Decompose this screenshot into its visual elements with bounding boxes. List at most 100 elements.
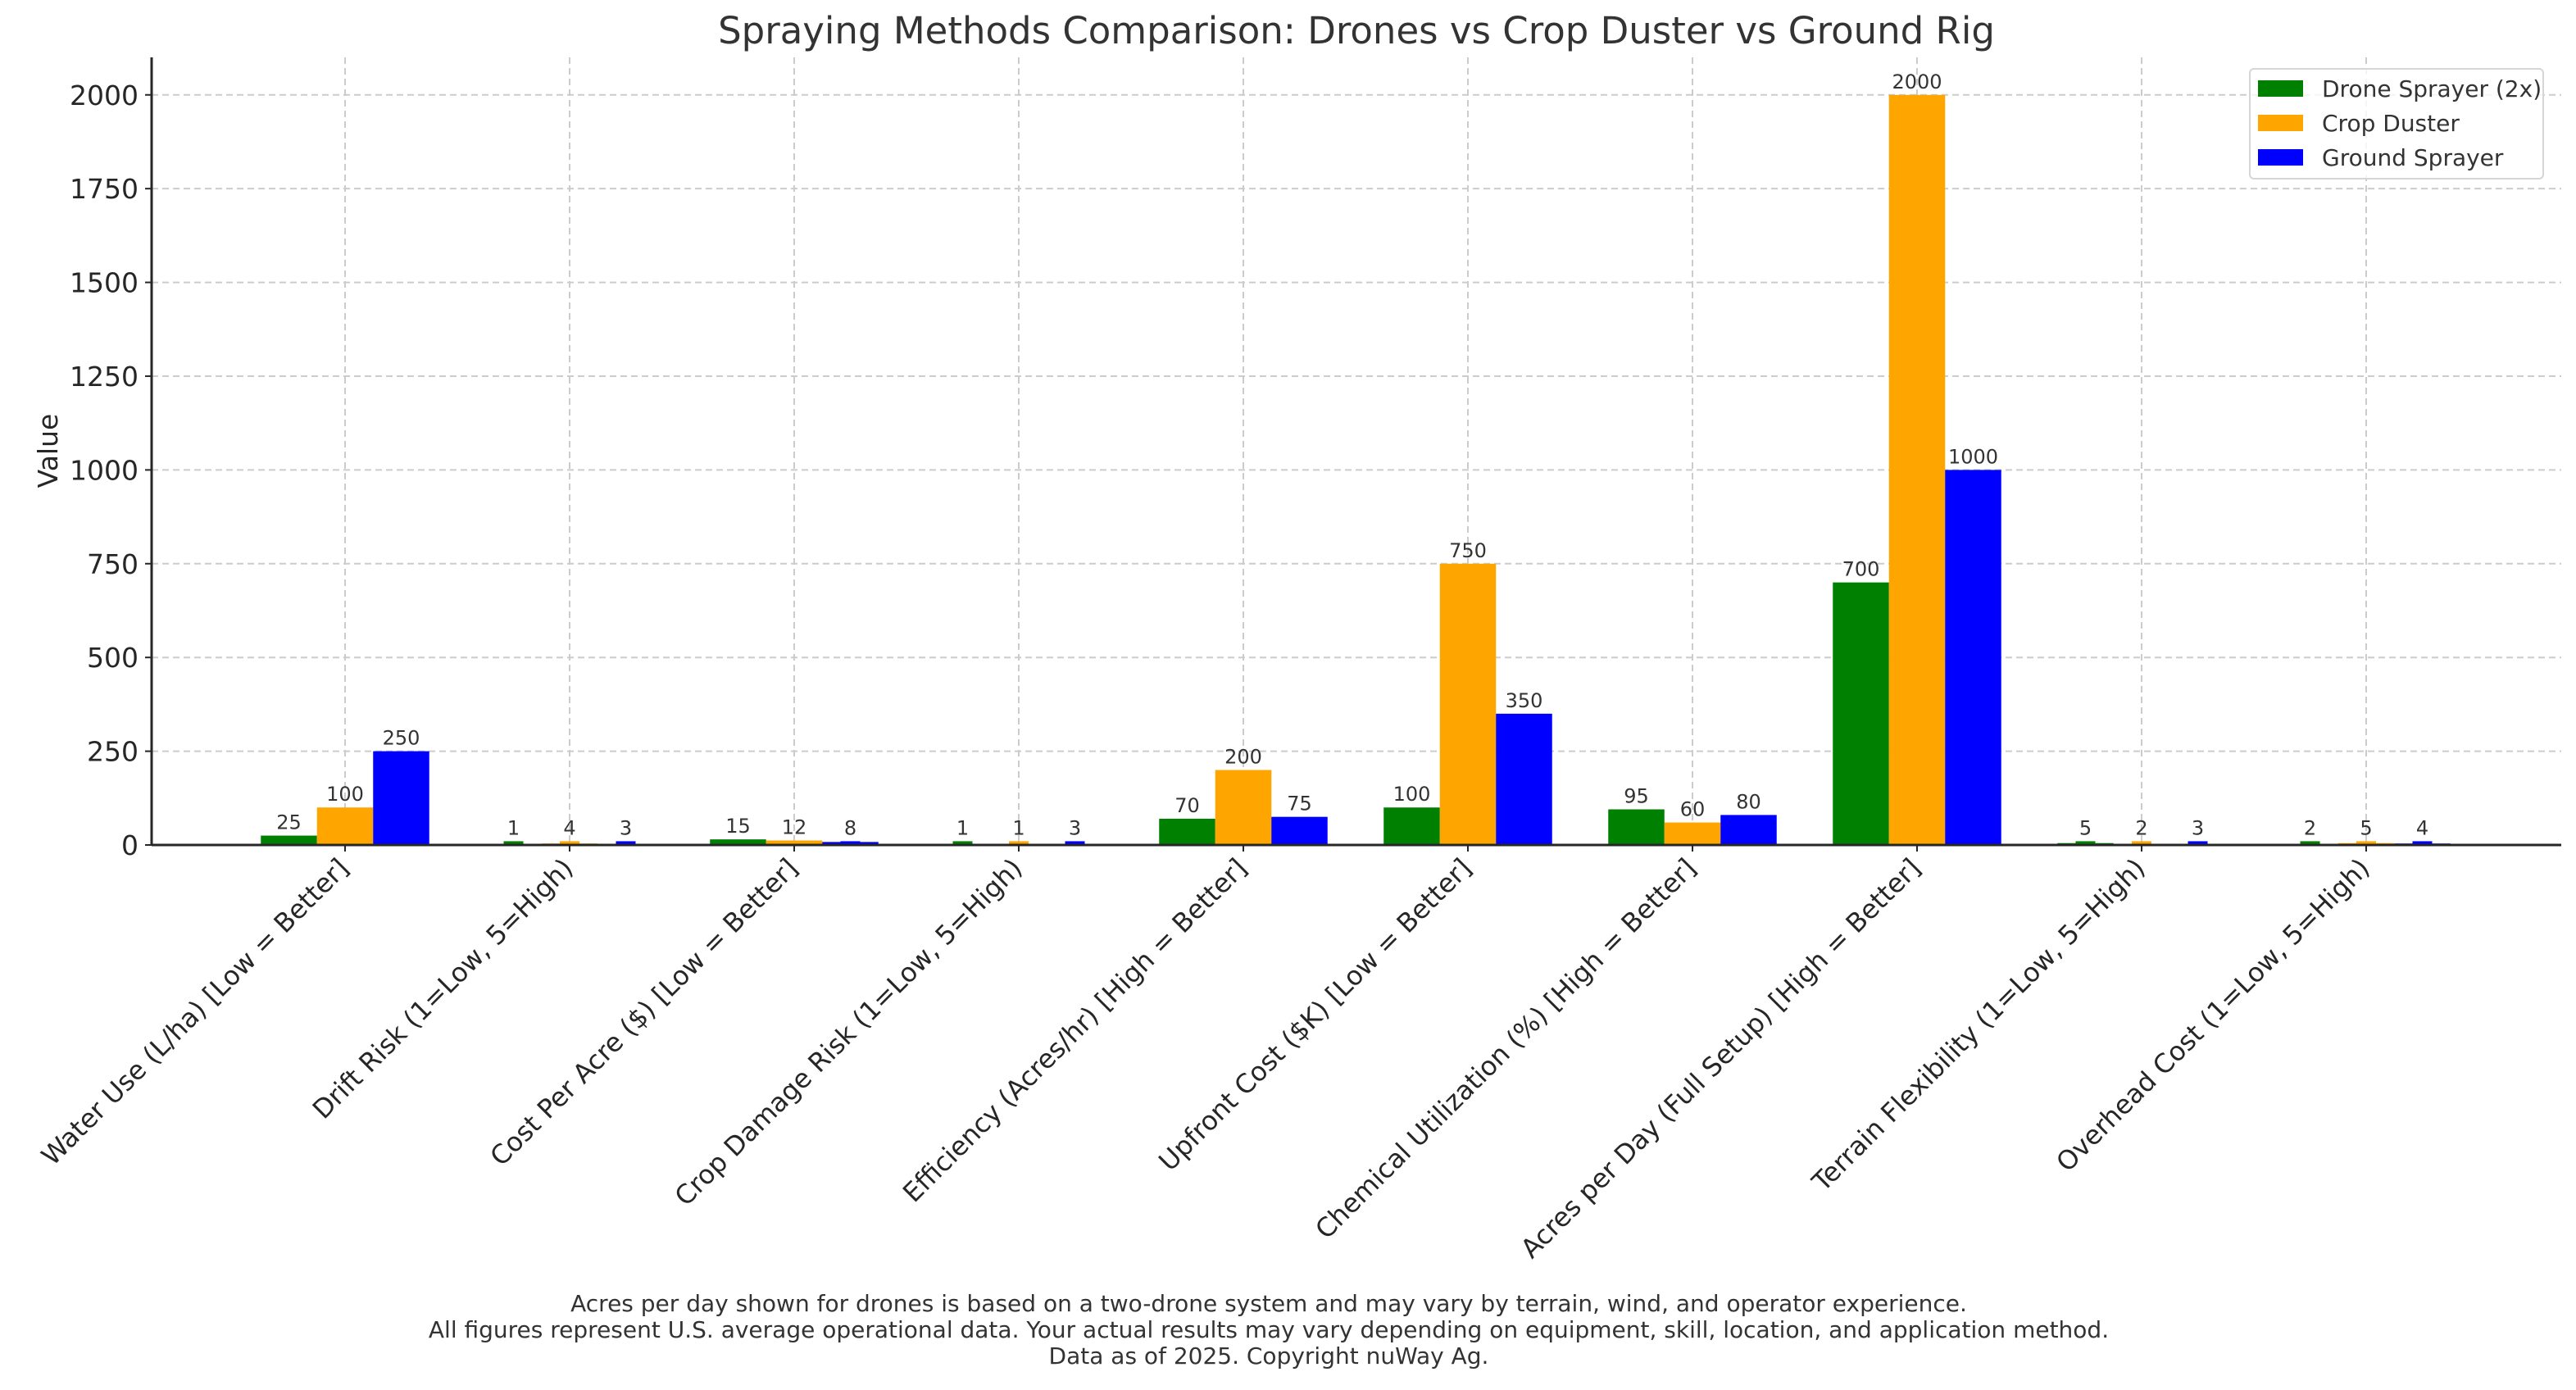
x-tick-label: Drift Risk (1=Low, 5=High) <box>307 852 579 1125</box>
chart-title: Spraying Methods Comparison: Drones vs C… <box>718 9 1995 52</box>
bar-overlay <box>1065 841 1085 845</box>
bar <box>1496 713 1552 845</box>
legend-swatch-crop-duster <box>2258 115 2303 131</box>
data-label: 70 <box>1174 794 1200 817</box>
data-label: 15 <box>725 815 751 838</box>
bar-layer <box>261 94 2451 845</box>
data-label: 1 <box>956 816 969 839</box>
data-label: 1000 <box>1948 445 1998 468</box>
legend-label-ground-sprayer: Ground Sprayer <box>2322 144 2504 171</box>
legend-swatch-drone <box>2258 80 2303 97</box>
bar <box>1439 563 1497 845</box>
y-tick-label: 2000 <box>70 79 139 111</box>
data-label: 250 <box>383 727 420 750</box>
footnote-line-1: Acres per day shown for drones is based … <box>570 1290 1967 1317</box>
legend-frame <box>2249 68 2544 179</box>
footnote-line-3: Data as of 2025. Copyright nuWay Ag. <box>1049 1342 1489 1370</box>
bar-overlay <box>728 841 748 845</box>
bar <box>261 835 317 845</box>
data-label: 95 <box>1624 785 1649 808</box>
bar-overlay <box>1009 841 1029 845</box>
y-tick-label: 1000 <box>70 454 139 486</box>
bar-overlay <box>1177 841 1197 845</box>
bar <box>1215 770 1272 845</box>
bar <box>316 807 374 845</box>
legend-swatch-ground-sprayer <box>2258 149 2303 166</box>
bar-overlay <box>391 841 411 845</box>
data-label: 3 <box>2192 816 2204 839</box>
data-label: 2 <box>2304 816 2316 839</box>
y-axis-label: Value <box>32 414 64 488</box>
bar <box>1945 470 2001 845</box>
bar-overlay <box>1738 841 1759 845</box>
data-label: 1 <box>507 816 520 839</box>
bar-overlay <box>1233 841 1253 845</box>
data-label: 25 <box>276 811 302 834</box>
bar-overlay <box>1851 841 1871 845</box>
bar-overlay <box>335 841 355 845</box>
bar-overlay <box>784 841 804 845</box>
legend: Drone Sprayer (2x) Crop Duster Ground Sp… <box>2249 68 2544 179</box>
bar-overlay <box>279 841 299 845</box>
bar <box>373 751 429 845</box>
y-tick-label: 750 <box>87 548 139 580</box>
data-label: 700 <box>1842 558 1880 581</box>
data-label: 3 <box>1069 816 1081 839</box>
legend-label-crop-duster: Crop Duster <box>2322 110 2460 137</box>
y-tick-label: 1750 <box>70 173 139 205</box>
y-tick-label: 1250 <box>70 361 139 393</box>
bar <box>1888 94 1946 845</box>
grid-layer <box>152 57 2561 845</box>
x-tick-label: Chemical Utilization (%) [High = Better] <box>1309 852 1701 1245</box>
data-label: 1 <box>1012 816 1024 839</box>
data-label: 3 <box>620 816 632 839</box>
y-tick-label: 500 <box>87 642 139 674</box>
y-tick-label: 0 <box>121 829 139 861</box>
data-label: 80 <box>1736 790 1761 813</box>
data-label: 2 <box>2135 816 2147 839</box>
y-tick-label: 1500 <box>70 267 139 299</box>
data-label: 4 <box>2416 816 2428 839</box>
bar-overlay <box>1402 841 1422 845</box>
bar-overlay <box>560 841 579 845</box>
legend-label-drone: Drone Sprayer (2x) <box>2322 75 2542 102</box>
bar <box>1720 815 1777 845</box>
bar <box>1608 809 1665 845</box>
data-label: 2000 <box>1892 70 1942 93</box>
bar-overlay <box>2075 841 2096 845</box>
footnotes: Acres per day shown for drones is based … <box>429 1290 2109 1370</box>
x-tick-label: Acres per Day (Full Setup) [High = Bette… <box>1515 852 1927 1265</box>
bar-overlay <box>1683 841 1702 845</box>
bar-overlay <box>2188 841 2208 845</box>
bar-overlay <box>840 841 861 845</box>
data-label: 12 <box>782 816 807 839</box>
data-label: 75 <box>1287 793 1312 815</box>
footnote-line-2: All figures represent U.S. average opera… <box>429 1316 2109 1343</box>
x-tick-label: Crop Damage Risk (1=Low, 5=High) <box>669 852 1029 1212</box>
bar-overlay <box>616 841 636 845</box>
bar-overlay <box>952 841 973 845</box>
bar <box>1159 818 1215 845</box>
x-tick-label: Water Use (L/ha) [Low = Better] <box>35 852 355 1172</box>
bar-overlay <box>1458 841 1478 845</box>
data-label: 100 <box>326 783 364 806</box>
data-label: 4 <box>563 816 575 839</box>
bar-overlay <box>1963 841 1983 845</box>
bar-overlay <box>1514 841 1534 845</box>
data-label: 5 <box>2360 816 2372 839</box>
bar-overlay <box>2132 841 2151 845</box>
bar-overlay <box>2356 841 2376 845</box>
bar-overlay <box>1626 841 1647 845</box>
bar-overlay <box>503 841 524 845</box>
bar <box>1383 807 1440 845</box>
bar <box>1271 816 1328 845</box>
bar-overlay <box>2412 841 2433 845</box>
y-tick-label: 250 <box>87 736 139 768</box>
data-label: 750 <box>1449 539 1487 562</box>
data-label: 350 <box>1506 689 1543 712</box>
bar-overlay <box>1289 841 1310 845</box>
data-label: 5 <box>2079 816 2092 839</box>
